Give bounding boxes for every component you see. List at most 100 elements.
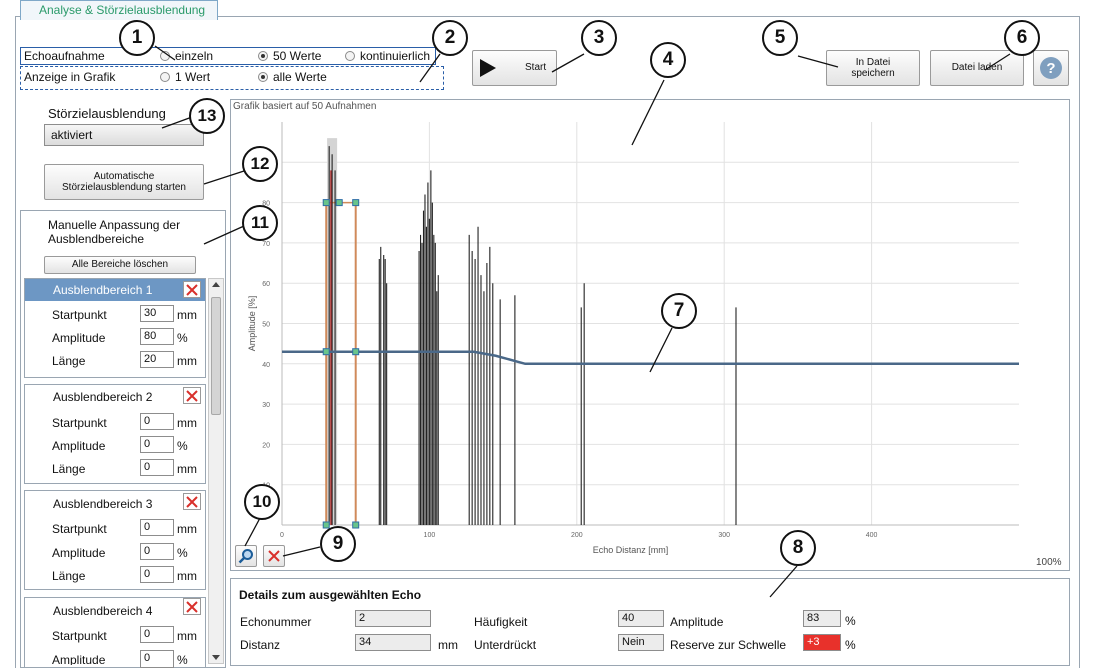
- area-title-1: Ausblendbereich 1: [53, 283, 153, 297]
- area-1-length-input[interactable]: 20: [140, 351, 174, 368]
- amplitude-unit: %: [845, 614, 856, 628]
- tab-analyse[interactable]: Analyse & Störzielausblendung: [20, 0, 218, 20]
- distanz-unit: mm: [438, 638, 458, 652]
- callout-4: 4: [650, 42, 686, 78]
- radio-kontinuierlich[interactable]: [345, 51, 355, 61]
- help-button[interactable]: ?: [1033, 50, 1069, 86]
- area-header-1[interactable]: Ausblendbereich 1: [25, 279, 205, 301]
- area-title-4: Ausblendbereich 4: [53, 604, 153, 618]
- suppression-handle: [322, 199, 330, 207]
- delete-area-1-button[interactable]: [183, 281, 201, 298]
- reserve-label: Reserve zur Schwelle: [670, 638, 787, 652]
- callout-5: 5: [762, 20, 798, 56]
- echo-mode-row: [20, 47, 436, 65]
- callout-8: 8: [780, 530, 816, 566]
- x-tick-label: 0: [280, 532, 284, 539]
- callout-2: 2: [432, 20, 468, 56]
- clear-all-areas-button[interactable]: Alle Bereiche löschen: [44, 256, 196, 274]
- area-3-length-input[interactable]: 0: [140, 566, 174, 583]
- start-button[interactable]: Start: [472, 50, 557, 86]
- area-4-amplitude-unit: %: [177, 653, 188, 665]
- close-icon: [186, 389, 198, 402]
- zoom-button[interactable]: [235, 545, 257, 567]
- delete-area-2-button[interactable]: [183, 387, 201, 404]
- callout-9: 9: [320, 526, 356, 562]
- auto-suppression-button[interactable]: Automatische Störzielausblendung starten: [44, 164, 204, 200]
- x-tick-label: 400: [866, 532, 878, 539]
- suppression-label: Störzielausblendung: [48, 106, 166, 121]
- area-1-start-unit: mm: [177, 308, 197, 322]
- y-tick-label: 30: [262, 402, 270, 409]
- area-4-start-label: Startpunkt: [52, 629, 107, 643]
- load-file-button[interactable]: Datei laden: [930, 50, 1024, 86]
- area-1-amplitude-label: Amplitude: [52, 331, 106, 345]
- scroll-down-arrow[interactable]: [212, 655, 220, 660]
- x-axis-label: Echo Distanz [mm]: [593, 545, 669, 555]
- echonummer-value: 2: [355, 610, 431, 627]
- area-2-start-unit: mm: [177, 416, 197, 430]
- suppression-select[interactable]: aktiviert: [44, 124, 204, 146]
- reserve-value: +3: [803, 634, 841, 651]
- chart-caption: Grafik basiert auf 50 Aufnahmen: [233, 101, 377, 112]
- delete-area-4-button[interactable]: [183, 598, 201, 615]
- callout-3: 3: [581, 20, 617, 56]
- y-tick-label: 60: [262, 281, 270, 288]
- area-2-start-input[interactable]: 0: [140, 413, 174, 430]
- area-4-start-input[interactable]: 0: [140, 626, 174, 643]
- area-3-amplitude-input[interactable]: 0: [140, 543, 174, 560]
- area-2-amplitude-input[interactable]: 0: [140, 436, 174, 453]
- scroll-up-arrow[interactable]: [212, 282, 220, 287]
- area-2-length-label: Länge: [52, 462, 86, 476]
- chart-panel: [230, 99, 1070, 571]
- areas-scrollbar[interactable]: [208, 278, 224, 664]
- distanz-value: 34: [355, 634, 431, 651]
- radio-50-werte[interactable]: [258, 51, 268, 61]
- area-1-start-label: Startpunkt: [52, 308, 107, 322]
- area-1-start-input[interactable]: 30: [140, 305, 174, 322]
- suppression-handle: [322, 348, 330, 356]
- area-2-length-input[interactable]: 0: [140, 459, 174, 476]
- area-1-amplitude-unit: %: [177, 331, 188, 345]
- area-4-amplitude-label: Amplitude: [52, 653, 106, 665]
- y-tick-label: 40: [262, 362, 270, 369]
- zoom-level: 100%: [1036, 557, 1062, 568]
- area-3-start-input[interactable]: 0: [140, 519, 174, 536]
- close-icon: [186, 600, 198, 613]
- scroll-thumb[interactable]: [211, 297, 221, 415]
- frame-left-border: [15, 16, 16, 668]
- radio-alle-werte-label: alle Werte: [273, 70, 327, 84]
- callout-7: 7: [661, 293, 697, 329]
- haeufigkeit-label: Häufigkeit: [474, 615, 528, 629]
- details-title: Details zum ausgewählten Echo: [239, 588, 422, 602]
- distanz-label: Distanz: [240, 638, 281, 652]
- close-icon: [268, 550, 280, 562]
- echonummer-label: Echonummer: [240, 615, 312, 629]
- area-card-4: [24, 597, 206, 668]
- callout-1: 1: [119, 20, 155, 56]
- area-2-amplitude-label: Amplitude: [52, 439, 106, 453]
- amplitude-value: 83: [803, 610, 841, 627]
- manual-areas-title: Manuelle Anpassung der Ausblendbereiche: [48, 218, 181, 246]
- area-1-amplitude-input[interactable]: 80: [140, 328, 174, 345]
- area-3-start-unit: mm: [177, 522, 197, 536]
- x-tick-label: 300: [718, 532, 730, 539]
- y-tick-label: 50: [262, 322, 270, 329]
- area-title-2: Ausblendbereich 2: [53, 390, 153, 404]
- callout-13: 13: [189, 98, 225, 134]
- radio-kontinuierlich-label: kontinuierlich: [360, 49, 431, 63]
- delete-area-3-button[interactable]: [183, 493, 201, 510]
- echo-chart[interactable]: 1020304050607080900100200300400Echo Dist…: [231, 112, 1069, 570]
- echo-mode-label: Echoaufnahme: [24, 49, 105, 63]
- x-tick-label: 200: [571, 532, 583, 539]
- unterdrueckt-value: Nein: [618, 634, 664, 651]
- radio-alle-werte[interactable]: [258, 72, 268, 82]
- haeufigkeit-value: 40: [618, 610, 664, 627]
- amplitude-label: Amplitude: [670, 615, 724, 629]
- suppression-handle: [352, 521, 360, 529]
- radio-1-wert[interactable]: [160, 72, 170, 82]
- save-to-file-button[interactable]: In Datei speichern: [826, 50, 920, 86]
- suppression-handle: [352, 199, 360, 207]
- close-icon: [186, 283, 198, 296]
- radio-einzeln-label: einzeln: [175, 49, 214, 63]
